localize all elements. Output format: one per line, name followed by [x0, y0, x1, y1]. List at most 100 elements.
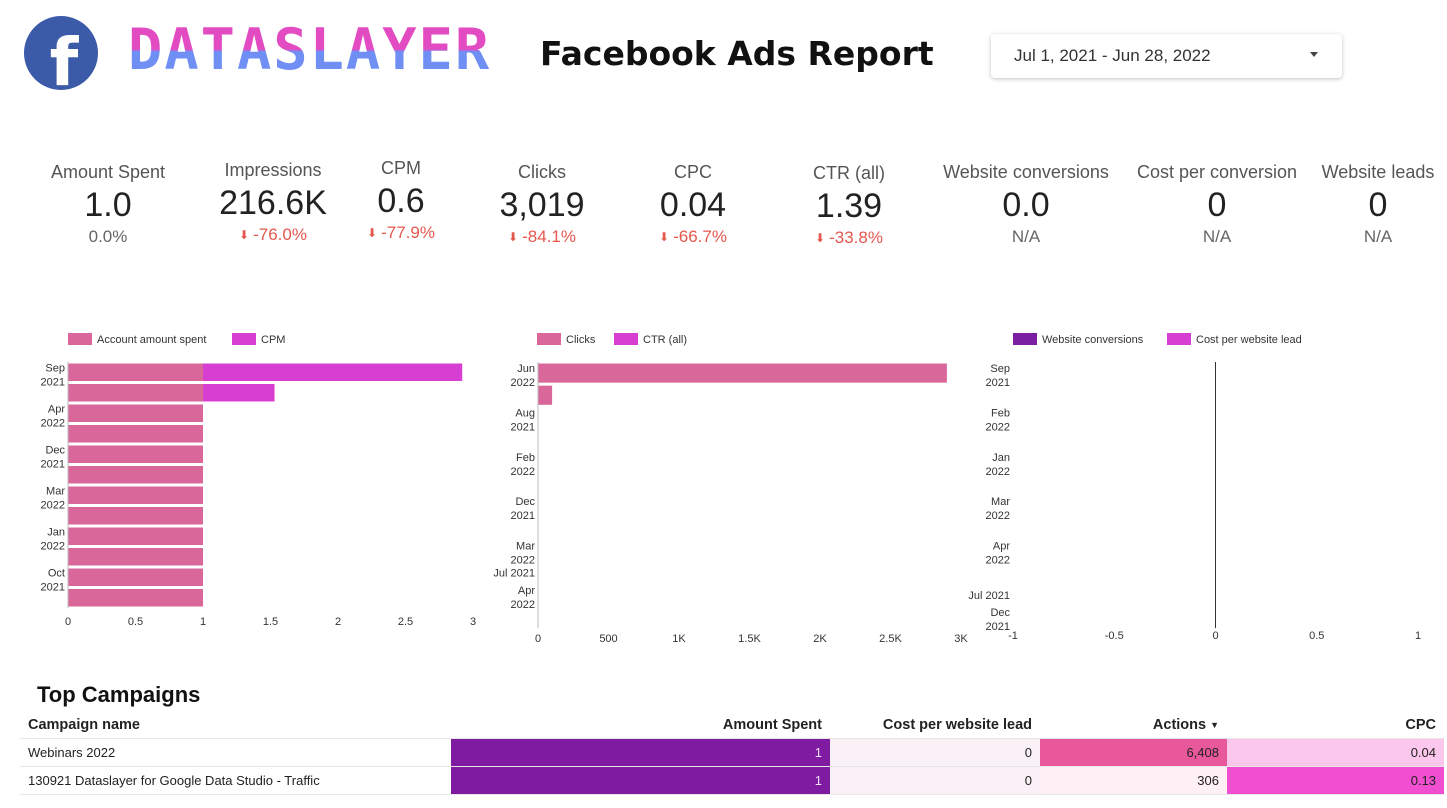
kpi-value: 0.6	[377, 182, 425, 220]
x-tick-label: -1	[1008, 630, 1018, 642]
clicks-ctr-bar-chart[interactable]: Clicks CTR (all) Jun 2022 Aug 2021 Feb 2022 Dec 2…	[480, 320, 970, 650]
kpi-impressions: Impressions 216.6K ⬇ -76.0%	[203, 158, 343, 246]
y-tick-line: Dec	[515, 496, 535, 508]
kpi-value: 1.0	[84, 186, 132, 224]
bar-clicks	[538, 385, 553, 405]
cpc-cell: 0.04	[1227, 737, 1444, 766]
column-header-cpc[interactable]: CPC	[1405, 716, 1436, 733]
legend-swatch	[614, 333, 638, 345]
x-tick-label: -0.5	[1105, 630, 1124, 642]
bar-account-amount-spent	[68, 568, 203, 586]
kpi-value: 0.0	[1002, 186, 1050, 224]
x-tick-label: 0.5	[1309, 630, 1324, 642]
table-row[interactable]: 130921 Dataslayer for Google Data Studio…	[20, 765, 1444, 795]
y-tick-line: Jan	[47, 526, 65, 538]
y-tick-line: Jul 2021	[493, 568, 535, 580]
kpi-change: N/A	[1011, 227, 1041, 246]
legend-swatch	[68, 333, 92, 345]
bar-account-amount-spent	[68, 486, 203, 504]
campaign-name-cell: Webinars 2022	[20, 737, 451, 766]
y-tick-line: 2022	[986, 510, 1010, 522]
cost-per-lead-cell: 0	[830, 737, 1040, 766]
y-tick-line: 2021	[511, 421, 535, 433]
legend-label: CTR (all)	[643, 334, 687, 346]
y-tick-line: 2021	[41, 458, 65, 470]
kpi-value: 0.04	[659, 186, 727, 224]
bar-clicks	[538, 363, 947, 383]
kpi-value: 216.6K	[219, 184, 327, 222]
bar-cpm	[203, 363, 463, 381]
arrow-down-icon: ⬇	[659, 230, 670, 244]
spend-cpm-bar-chart[interactable]: Account amount spent CPM Sep 2021 Apr 2022 Dec…	[0, 320, 480, 630]
y-tick-label: Jan 2022	[986, 452, 1010, 478]
chevron-down-icon[interactable]	[1310, 52, 1318, 57]
y-tick-line: 2022	[511, 466, 535, 478]
y-tick-line: Oct	[48, 567, 65, 579]
cpc-cell: 0.13	[1227, 765, 1444, 795]
top-campaigns-table: Campaign name Amount Spent Cost per webs…	[20, 712, 1444, 795]
bar-account-amount-spent	[68, 507, 203, 525]
y-tick-line: 2022	[986, 554, 1010, 566]
kpi-change: 0.0%	[88, 227, 128, 246]
legend-label: Cost per website lead	[1196, 334, 1302, 346]
y-tick-label: Jul 2021	[968, 590, 1010, 602]
y-tick-line: Mar	[516, 540, 535, 552]
x-tick-label: 1K	[672, 633, 686, 645]
y-tick-line: 2022	[41, 417, 65, 429]
y-tick-line: 2022	[986, 421, 1010, 433]
x-tick-label: 3K	[954, 633, 968, 645]
x-tick-label: 0	[535, 633, 541, 645]
y-tick-line: Jul 2021	[968, 590, 1010, 602]
bar-account-amount-spent	[68, 404, 203, 422]
kpi-change: ⬇ -66.7%	[659, 227, 727, 246]
x-tick-label: 1	[1415, 630, 1421, 642]
y-tick-line: Dec	[990, 607, 1010, 619]
column-header-actions[interactable]: Actions ▼	[1152, 716, 1219, 733]
x-tick-label: 2.5K	[879, 633, 902, 645]
actions-cell: 306	[1040, 765, 1227, 795]
y-tick-label: Feb 2022	[986, 407, 1010, 433]
arrow-down-icon: ⬇	[815, 231, 826, 245]
kpi-amount-spent: Amount Spent 1.0 0.0%	[38, 160, 178, 248]
y-tick-line: Dec	[45, 444, 65, 456]
y-tick-line: Sep	[990, 363, 1010, 375]
dataslayer-logo: DATASLAYER	[128, 17, 492, 83]
column-header-amount-spent[interactable]: Amount Spent	[722, 716, 822, 733]
legend-swatch	[1013, 333, 1037, 345]
y-tick-label: Oct 2021	[41, 567, 65, 593]
kpi-change: ⬇ -33.8%	[815, 228, 883, 247]
y-tick-line: Jun	[517, 363, 535, 375]
actions-cell: 6,408	[1040, 737, 1227, 766]
bar-account-amount-spent	[68, 527, 203, 545]
y-tick-label: Apr 2022	[986, 540, 1011, 566]
x-tick-label: 2K	[813, 633, 827, 645]
y-tick-line: Feb	[516, 452, 535, 464]
table-row[interactable]: Webinars 2022 1 0 6,408 0.04	[20, 737, 1444, 766]
kpi-label: CPM	[381, 158, 421, 178]
y-tick-line: Feb	[991, 407, 1010, 419]
y-tick-line: 2021	[41, 581, 65, 593]
x-tick-label: 1	[200, 616, 206, 628]
y-tick-line: 2022	[986, 466, 1010, 478]
bar-account-amount-spent	[68, 425, 203, 443]
column-header-cost-per-website-lead[interactable]: Cost per website lead	[882, 716, 1032, 733]
kpi-value: 0	[1207, 186, 1227, 224]
y-tick-label: Apr 2022	[41, 403, 66, 429]
date-range-picker[interactable]: Jul 1, 2021 - Jun 28, 2022	[991, 34, 1342, 78]
column-header-campaign-name[interactable]: Campaign name	[28, 716, 140, 733]
y-tick-line: 2021	[41, 376, 65, 388]
arrow-down-icon: ⬇	[508, 230, 519, 244]
legend-label: Clicks	[566, 334, 596, 346]
sort-desc-icon[interactable]: ▼	[1210, 719, 1219, 730]
y-tick-line: Apr	[518, 585, 535, 597]
amount-spent-cell: 1	[451, 765, 830, 795]
amount-spent-cell: 1	[451, 737, 830, 766]
y-tick-label: Mar 2022	[511, 540, 536, 566]
bar-account-amount-spent	[68, 363, 203, 381]
bar-account-amount-spent	[68, 589, 203, 607]
kpi-label: CTR (all)	[813, 163, 885, 183]
conversions-leads-bar-chart[interactable]: Website conversions Cost per website lead…	[960, 320, 1440, 650]
kpi-label: CPC	[673, 162, 712, 182]
table-header-row: Campaign name Amount Spent Cost per webs…	[20, 712, 1444, 738]
cost-per-lead-cell: 0	[830, 765, 1040, 795]
